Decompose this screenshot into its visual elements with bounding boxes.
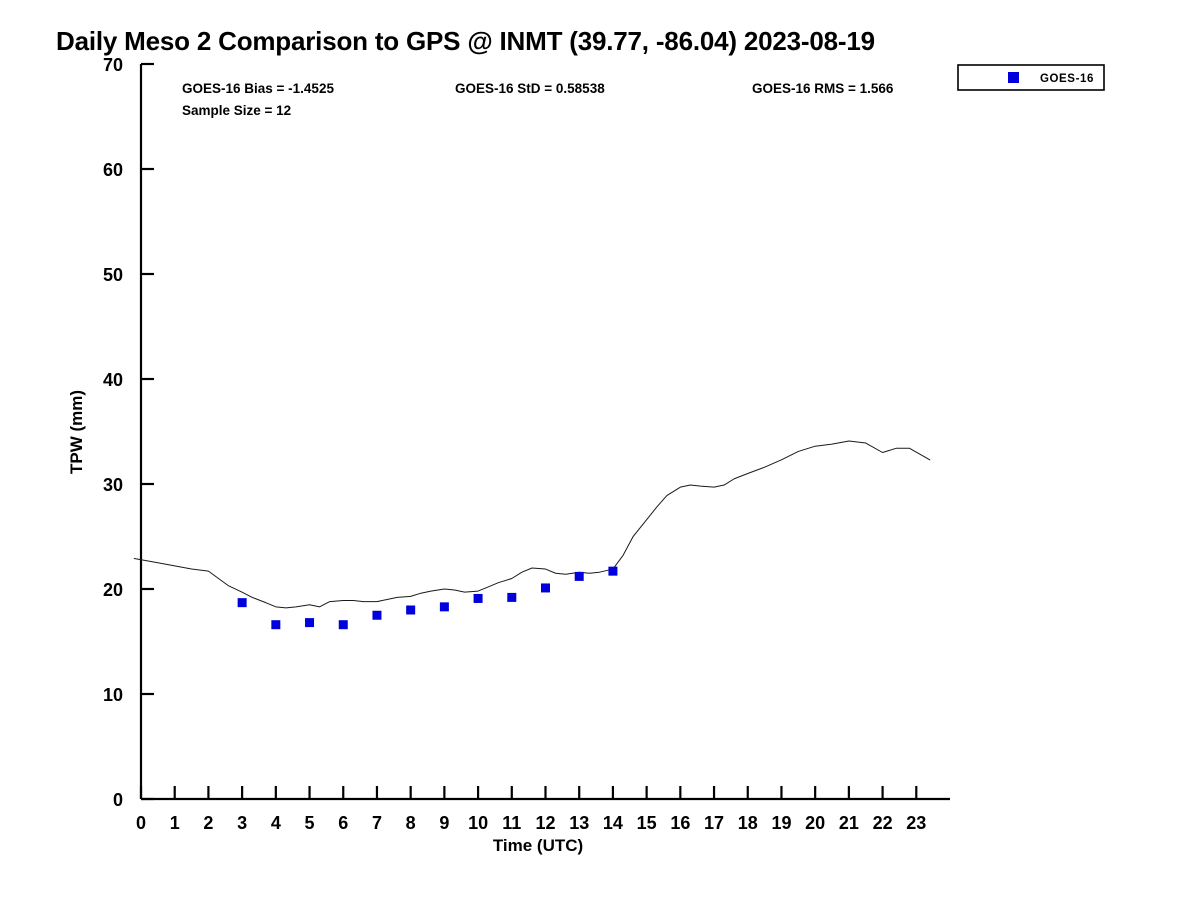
stat-sample-size-label: Sample Size = 12 <box>182 103 291 118</box>
y-tick-label: 70 <box>103 55 123 75</box>
x-tick-label: 23 <box>906 813 926 833</box>
y-tick-label: 60 <box>103 160 123 180</box>
data-point-marker <box>473 593 483 603</box>
x-tick-label: 18 <box>738 813 758 833</box>
stat-bias-label: GOES-16 Bias = -1.4525 <box>182 81 334 96</box>
x-tick-label: 3 <box>237 813 247 833</box>
y-tick-label: 40 <box>103 370 123 390</box>
data-point-marker <box>574 571 584 581</box>
x-tick-label: 20 <box>805 813 825 833</box>
y-tick-label: 10 <box>103 685 123 705</box>
goes16-marker-series <box>237 566 618 630</box>
x-tick-label: 2 <box>203 813 213 833</box>
x-axis-label: Time (UTC) <box>493 836 583 855</box>
x-tick-label: 16 <box>670 813 690 833</box>
blue-square-marker-icon <box>1008 72 1019 83</box>
x-tick-label: 21 <box>839 813 859 833</box>
gps-trend-line <box>133 440 931 609</box>
y-tick-label: 20 <box>103 580 123 600</box>
x-tick-label: 17 <box>704 813 724 833</box>
x-tick-label: 19 <box>771 813 791 833</box>
x-tick-label: 5 <box>305 813 315 833</box>
x-tick-label: 12 <box>535 813 555 833</box>
y-axis-ticks <box>141 62 154 801</box>
legend-entry-label: GOES-16 <box>1040 73 1094 85</box>
data-point-marker <box>406 605 416 615</box>
data-point-marker <box>271 620 281 630</box>
data-point-marker <box>338 620 348 630</box>
y-axis-tick-labels: 0 10 20 30 40 50 60 70 <box>103 55 123 810</box>
page-title: Daily Meso 2 Comparison to GPS @ INMT (3… <box>56 26 875 56</box>
x-axis-ticks <box>139 786 918 799</box>
y-tick-label: 50 <box>103 265 123 285</box>
data-point-marker <box>237 598 247 608</box>
x-tick-label: 6 <box>338 813 348 833</box>
x-axis-tick-labels: 0 1 2 3 4 5 6 7 8 9 10 11 12 13 14 15 16 17 18 19 20 21 22 23 <box>136 813 926 833</box>
x-tick-label: 15 <box>637 813 657 833</box>
x-tick-label: 22 <box>873 813 893 833</box>
data-point-marker <box>541 583 550 593</box>
stat-std-label: GOES-16 StD = 0.58538 <box>455 81 605 96</box>
data-point-marker <box>507 592 517 602</box>
y-tick-label: 30 <box>103 475 123 495</box>
data-point-marker <box>608 566 618 576</box>
data-point-marker <box>439 602 449 612</box>
x-tick-label: 11 <box>502 813 521 833</box>
x-tick-label: 7 <box>372 813 382 833</box>
x-tick-label: 0 <box>136 813 146 833</box>
x-tick-label: 1 <box>170 813 180 833</box>
stat-rms-label: GOES-16 RMS = 1.566 <box>752 81 894 96</box>
x-tick-label: 8 <box>406 813 416 833</box>
x-tick-label: 4 <box>271 813 281 833</box>
data-point-marker <box>305 618 315 628</box>
y-tick-label: 0 <box>113 790 123 810</box>
data-point-marker <box>372 610 382 620</box>
x-tick-label: 14 <box>603 813 623 833</box>
x-tick-label: 13 <box>569 813 589 833</box>
legend-box <box>957 64 1105 91</box>
gps-line-series <box>133 440 931 609</box>
x-tick-label: 10 <box>468 813 488 833</box>
chart-legend: GOES-16 <box>957 64 1105 91</box>
x-tick-label: 9 <box>439 813 449 833</box>
y-axis-label: TPW (mm) <box>67 390 86 474</box>
